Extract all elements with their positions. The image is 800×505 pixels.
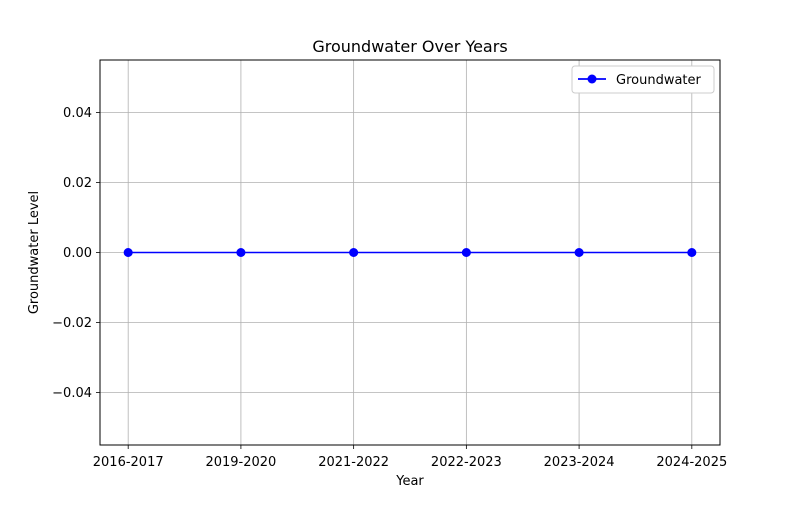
x-tick-label: 2023-2024 (544, 455, 615, 470)
x-tick-label: 2019-2020 (205, 455, 276, 470)
y-tick-label: 0.04 (63, 106, 92, 121)
x-tick-label: 2016-2017 (93, 455, 164, 470)
y-tick-label: 0.00 (63, 246, 92, 261)
data-point (123, 248, 133, 257)
legend-label: Groundwater (616, 73, 702, 88)
data-point (461, 248, 471, 257)
legend-box (571, 65, 715, 94)
x-tick-label: 2022-2023 (431, 455, 502, 470)
x-tick-label: 2024-2025 (656, 455, 727, 470)
y-tick-label: −0.02 (52, 316, 92, 331)
legend: Groundwater (571, 65, 715, 94)
y-tick-label: 0.02 (63, 176, 92, 191)
data-point (236, 248, 246, 257)
axis-ticks: 2016-2017 2019-2020 2021-2022 2022-2023 2023… (52, 106, 727, 470)
data-point (349, 248, 359, 257)
legend-marker-swatch (587, 74, 597, 84)
series-layer (123, 248, 697, 257)
y-tick-label: −0.04 (52, 386, 92, 401)
x-axis-label: Year (395, 474, 424, 489)
x-tick-label: 2021-2022 (318, 455, 389, 470)
chart-title: Groundwater Over Years (312, 37, 507, 56)
data-point (687, 248, 697, 257)
data-point (574, 248, 584, 257)
y-axis-label: Groundwater Level (27, 191, 42, 314)
